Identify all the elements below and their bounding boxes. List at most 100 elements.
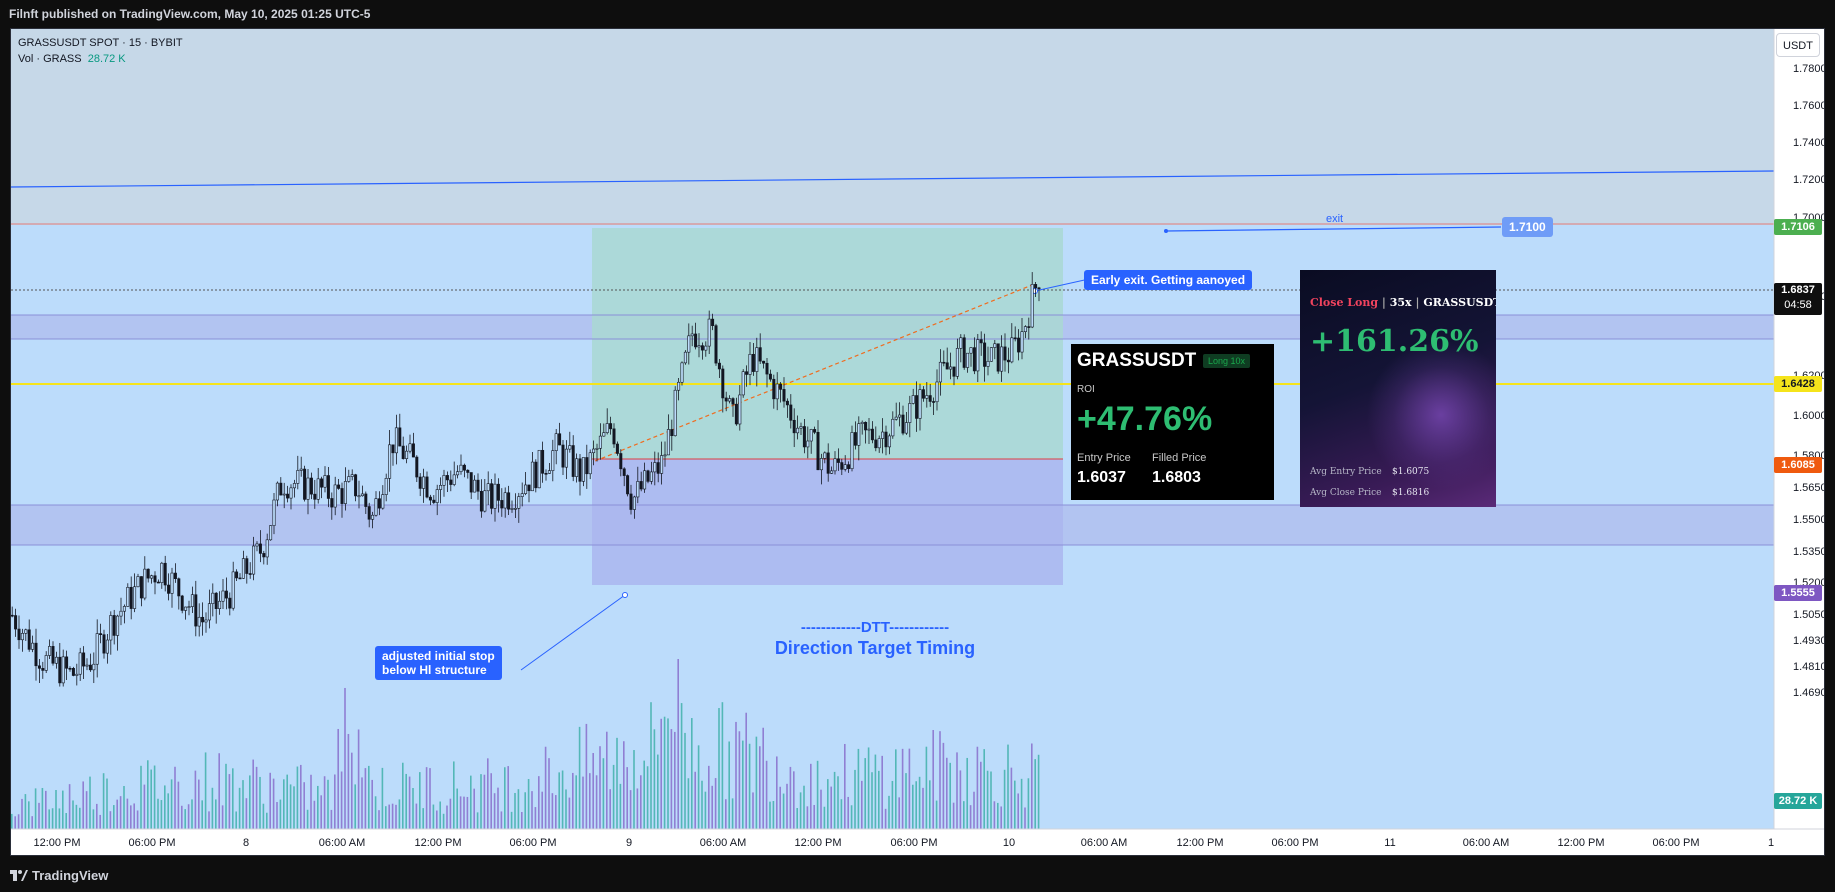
volume-bar	[174, 766, 176, 829]
candle-up	[517, 496, 521, 509]
volume-bar	[102, 773, 105, 829]
volume-bar	[327, 779, 329, 829]
candle-up	[105, 639, 109, 654]
volume-bar	[89, 776, 91, 829]
volume-bar	[674, 731, 676, 829]
volume-bar	[912, 784, 914, 829]
candle-down	[789, 404, 793, 421]
volume-bar	[201, 800, 203, 829]
volume-bar	[905, 773, 907, 829]
exit-arrow-line	[1165, 226, 1502, 232]
time-tick-label: 06:00 AM	[700, 837, 746, 849]
candle-down	[449, 479, 453, 485]
candle-down	[129, 586, 133, 609]
volume-bar	[932, 730, 934, 829]
candle-up	[959, 337, 963, 349]
candle-up	[405, 450, 409, 459]
candle-down	[1027, 326, 1031, 328]
candle-up	[92, 663, 96, 671]
candle-down	[476, 479, 480, 492]
volume-bar	[602, 758, 605, 829]
candle-up	[673, 389, 677, 437]
volume-bar	[361, 777, 363, 829]
candle-down	[762, 360, 766, 364]
candle-up	[833, 458, 837, 472]
candle-up	[190, 594, 194, 607]
volume-bar	[915, 781, 917, 829]
volume-bar	[283, 779, 285, 829]
candle-up	[394, 427, 398, 454]
candle-up	[683, 351, 687, 364]
volume-bar	[966, 757, 968, 829]
volume-bar	[789, 766, 792, 829]
candle-down	[167, 584, 171, 594]
candle-up	[350, 474, 354, 477]
volume-bar	[898, 797, 900, 829]
candle-up	[357, 495, 361, 498]
volume-bar	[259, 776, 261, 829]
volume-bar	[218, 753, 220, 829]
candle-up	[520, 493, 524, 497]
volume-bar	[181, 805, 183, 829]
candle-down	[139, 576, 143, 599]
candle-down	[34, 642, 38, 667]
candle-down	[112, 615, 116, 636]
volume-bar	[14, 816, 16, 829]
candle-up	[867, 428, 871, 431]
candle-up	[707, 318, 711, 347]
volume-bar	[381, 767, 384, 829]
volume-bar	[262, 803, 265, 829]
volume-bar	[136, 810, 139, 829]
roi-card-image: GRASSUSDT Long 10x ROI +47.76% Entry Pri…	[1071, 344, 1274, 500]
volume-bar	[296, 766, 299, 829]
candle-down	[51, 646, 55, 664]
candle-up	[143, 568, 147, 599]
volume-bar	[412, 788, 414, 829]
candle-down	[194, 594, 198, 627]
volume-bar	[425, 767, 428, 829]
volume-bar	[629, 790, 632, 829]
candle-down	[1013, 337, 1017, 340]
candle-up	[986, 360, 990, 367]
currency-unit-button[interactable]: USDT	[1776, 33, 1820, 57]
candle-up	[969, 347, 973, 354]
close-card-header: Close Long | 35x | GRASSUSDT	[1310, 296, 1496, 309]
price-tick-label: 1.4690	[1793, 687, 1824, 699]
volume-bar	[1017, 793, 1019, 829]
candle-down	[309, 477, 313, 495]
volume-bar	[368, 765, 370, 829]
candle-up	[44, 655, 48, 671]
candle-down	[915, 395, 919, 419]
volume-bar	[96, 803, 98, 829]
upper-zone	[11, 29, 1774, 225]
tradingview-logo[interactable]: TradingView	[10, 868, 108, 883]
time-tick-label: 06:00 AM	[1081, 837, 1127, 849]
volume-bar	[708, 765, 710, 829]
candle-down	[469, 472, 473, 493]
volume-bar	[847, 796, 849, 829]
volume-bars	[11, 659, 1040, 829]
volume-bar	[568, 797, 571, 829]
volume-bar	[395, 804, 397, 829]
candle-down	[37, 665, 41, 669]
candle-up	[976, 339, 980, 372]
volume-bar	[289, 784, 292, 829]
early-exit-callout[interactable]: Early exit. Getting aanoyed	[1084, 270, 1253, 290]
candle-up	[48, 646, 52, 656]
candle-up	[75, 673, 79, 676]
volume-bar	[442, 813, 445, 829]
volume-bar	[187, 804, 190, 829]
volume-bar	[561, 770, 564, 829]
volume-bar	[748, 743, 751, 829]
stop-note-callout[interactable]: adjusted initial stop below Hl structure	[375, 646, 502, 680]
candle-up	[456, 471, 460, 476]
candle-up	[1020, 331, 1024, 353]
candle-up	[473, 479, 477, 493]
volume-bar	[371, 779, 373, 829]
candle-down	[180, 595, 184, 611]
volume-bar	[113, 805, 115, 829]
exit-price-label[interactable]: 1.7100	[1502, 217, 1553, 237]
volume-bar	[643, 760, 645, 829]
volume-bar	[993, 801, 996, 829]
volume-bar	[215, 799, 217, 829]
